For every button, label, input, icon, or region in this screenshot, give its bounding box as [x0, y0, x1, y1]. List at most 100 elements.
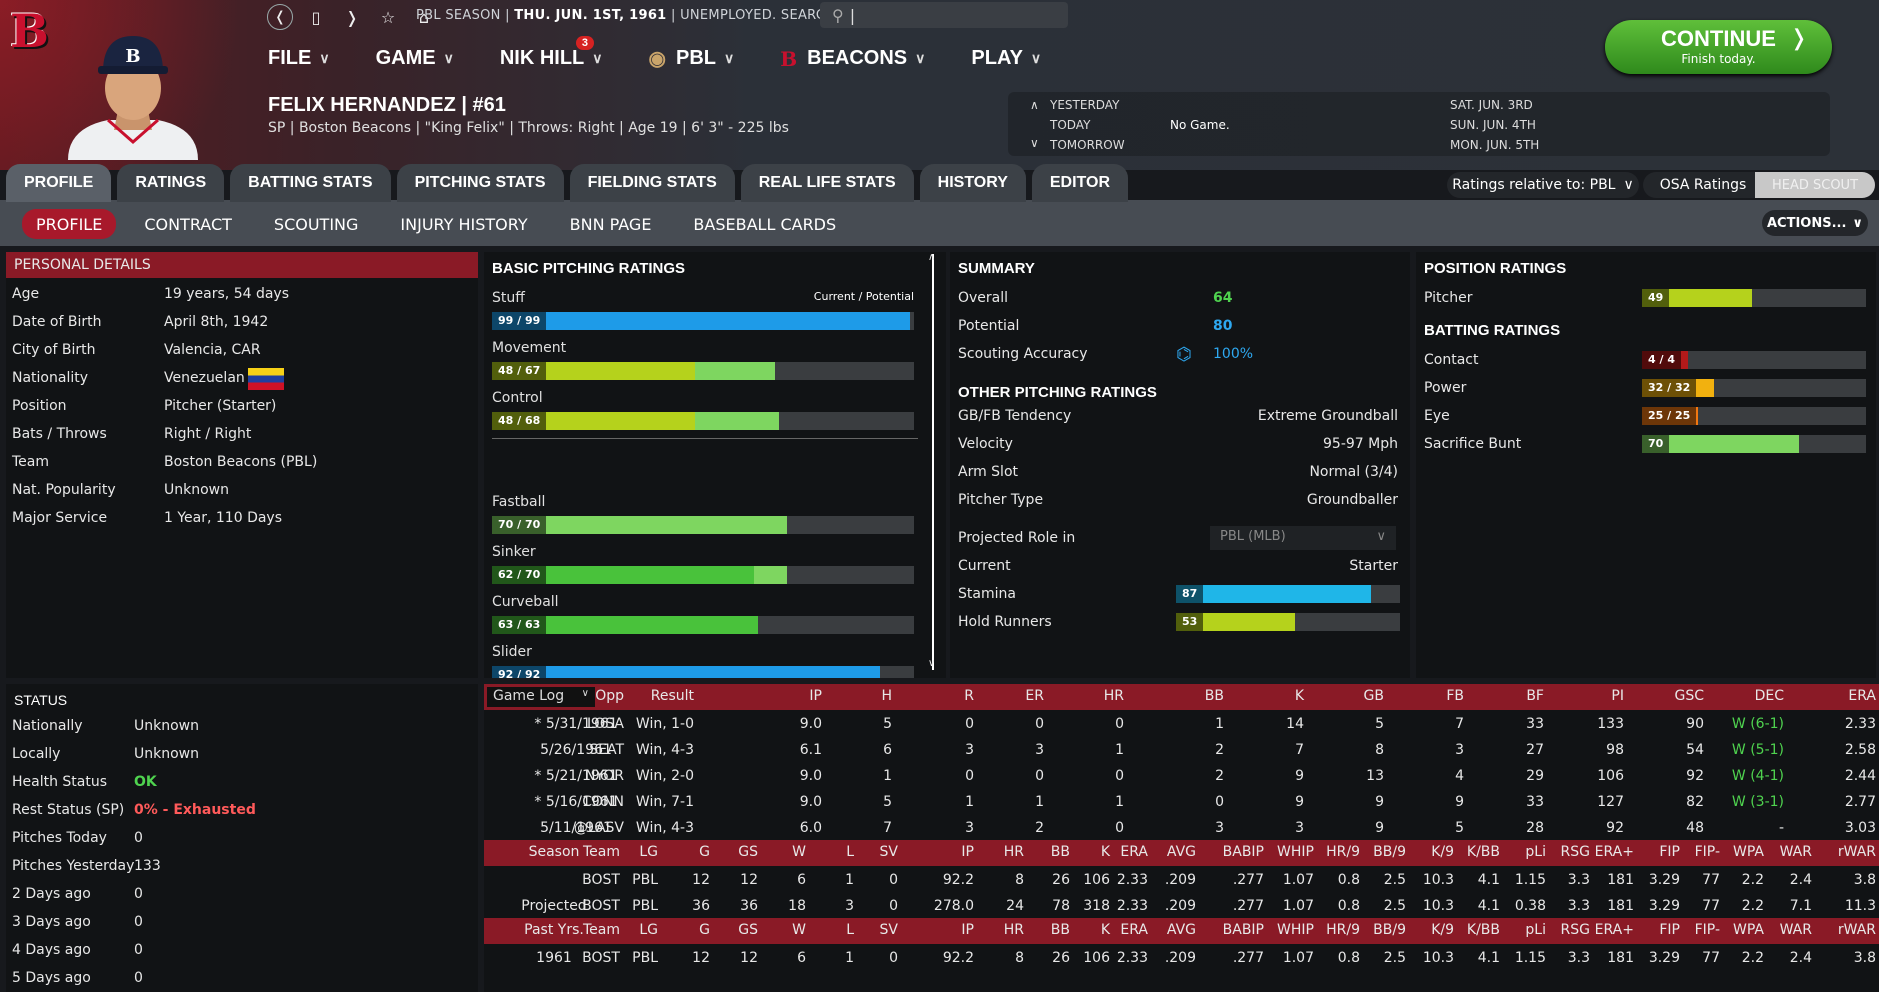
season-column-header[interactable]: AVG: [1166, 844, 1196, 860]
season-column-header[interactable]: WHIP: [1277, 844, 1314, 860]
season-column-header[interactable]: pLi: [1525, 844, 1546, 860]
season-column-header[interactable]: W: [792, 922, 806, 938]
game-date[interactable]: * 5/21/1961: [534, 768, 618, 784]
subtab-baseball-cards[interactable]: BASEBALL CARDS: [693, 214, 837, 234]
season-column-header[interactable]: BB/9: [1373, 844, 1406, 860]
season-column-header[interactable]: Past Yrs.: [524, 922, 584, 938]
season-column-header[interactable]: rWAR: [1837, 844, 1876, 860]
season-column-header[interactable]: SV: [879, 922, 898, 938]
season-column-header[interactable]: G: [699, 922, 710, 938]
detail-value[interactable]: Boston Beacons (PBL): [164, 454, 318, 470]
tab-real-life-stats[interactable]: REAL LIFE STATS: [740, 164, 914, 202]
game-log-column-header[interactable]: GB: [1363, 688, 1384, 704]
game-date[interactable]: * 5/16/1961: [534, 794, 618, 810]
game-log-column-header[interactable]: PI: [1611, 688, 1624, 704]
season-column-header[interactable]: LG: [639, 844, 658, 860]
season-column-header[interactable]: LG: [639, 922, 658, 938]
season-column-header[interactable]: ERA: [1120, 922, 1148, 938]
game-log-column-header[interactable]: BF: [1526, 688, 1544, 704]
season-column-header[interactable]: WHIP: [1277, 922, 1314, 938]
team-logo-icon[interactable]: B: [10, 4, 49, 58]
osa-ratings-toggle[interactable]: OSA Ratings: [1643, 172, 1763, 198]
scroll-down-icon[interactable]: ∨: [928, 658, 936, 669]
game-log-column-header[interactable]: FB: [1446, 688, 1464, 704]
season-column-header[interactable]: BB/9: [1373, 922, 1406, 938]
game-log-column-header[interactable]: ER: [1025, 688, 1044, 704]
scroll-up-icon[interactable]: ∧: [928, 252, 936, 263]
season-column-header[interactable]: WAR: [1779, 922, 1812, 938]
season-column-header[interactable]: RSG: [1560, 922, 1590, 938]
subtab-bnn-page[interactable]: BNN PAGE: [569, 214, 652, 234]
tab-batting-stats[interactable]: BATTING STATS: [230, 164, 391, 202]
scrollbar[interactable]: [932, 254, 934, 670]
tab-history[interactable]: HISTORY: [919, 164, 1026, 202]
season-column-header[interactable]: Team: [582, 844, 620, 860]
game-log-cell[interactable]: SEAT: [589, 742, 624, 758]
season-column-header[interactable]: Team: [582, 922, 620, 938]
tab-pitching-stats[interactable]: PITCHING STATS: [396, 164, 564, 202]
chevron-down-icon[interactable]: ∨: [1030, 136, 1039, 150]
season-column-header[interactable]: K: [1100, 844, 1110, 860]
menu-play[interactable]: PLAY ∨: [971, 46, 1041, 71]
schedule-day[interactable]: SUN. JUN. 4TH: [1450, 118, 1536, 132]
tab-fielding-stats[interactable]: FIELDING STATS: [569, 164, 735, 202]
chevron-up-icon[interactable]: ∧: [1030, 98, 1039, 112]
back-icon[interactable]: ❬: [267, 4, 293, 30]
game-log-column-header[interactable]: HR: [1103, 688, 1124, 704]
menu-nik-hill[interactable]: NIK HILL ∨ 3: [500, 36, 603, 71]
season-column-header[interactable]: FIP-: [1694, 844, 1720, 860]
season-column-header[interactable]: L: [846, 922, 854, 938]
game-log-column-header[interactable]: R: [964, 688, 974, 704]
game-date[interactable]: 5/26/1961: [540, 742, 612, 758]
season-column-header[interactable]: K/9: [1431, 844, 1454, 860]
season-column-header[interactable]: WAR: [1779, 844, 1812, 860]
continue-button[interactable]: CONTINUE Finish today. ❭: [1605, 20, 1832, 74]
season-column-header[interactable]: BB: [1050, 922, 1070, 938]
season-column-header[interactable]: HR: [1003, 844, 1024, 860]
season-column-header[interactable]: FIP: [1659, 844, 1680, 860]
ratings-relative-select[interactable]: Ratings relative to: PBL ∨: [1447, 172, 1639, 198]
star-icon[interactable]: ☆: [380, 7, 396, 27]
window-icon[interactable]: ▯: [311, 7, 321, 27]
game-log-column-header[interactable]: GSC: [1674, 688, 1704, 704]
season-column-header[interactable]: W: [792, 844, 806, 860]
season-column-header[interactable]: SV: [879, 844, 898, 860]
season-column-header[interactable]: pLi: [1525, 922, 1546, 938]
game-log-column-header[interactable]: ERA: [1848, 688, 1876, 704]
season-column-header[interactable]: IP: [961, 844, 974, 860]
season-column-header[interactable]: WPA: [1733, 844, 1764, 860]
game-date[interactable]: 5/11/1961: [540, 820, 612, 836]
game-log-column-header[interactable]: IP: [809, 688, 822, 704]
season-column-header[interactable]: Season: [528, 844, 580, 860]
game-date[interactable]: * 5/31/1961: [534, 716, 618, 732]
season-column-header[interactable]: IP: [961, 922, 974, 938]
game-log-cell[interactable]: @LASV: [573, 820, 624, 836]
game-log-column-header[interactable]: Opp: [595, 688, 624, 704]
subtab-injury-history[interactable]: INJURY HISTORY: [400, 214, 528, 234]
season-column-header[interactable]: rWAR: [1837, 922, 1876, 938]
season-column-header[interactable]: K/9: [1431, 922, 1454, 938]
tab-ratings[interactable]: RATINGS: [117, 164, 225, 202]
season-column-header[interactable]: WPA: [1733, 922, 1764, 938]
game-log-column-header[interactable]: BB: [1204, 688, 1224, 704]
season-column-header[interactable]: HR: [1003, 922, 1024, 938]
season-column-header[interactable]: G: [699, 844, 710, 860]
game-log-column-header[interactable]: DEC: [1754, 688, 1784, 704]
season-column-header[interactable]: K/BB: [1466, 922, 1500, 938]
menu-file[interactable]: FILE ∨: [268, 46, 330, 71]
season-column-header[interactable]: HR/9: [1326, 922, 1360, 938]
subtab-profile[interactable]: PROFILE: [22, 209, 117, 239]
season-column-header[interactable]: K: [1100, 922, 1110, 938]
season-column-header[interactable]: HR/9: [1326, 844, 1360, 860]
tab-editor[interactable]: EDITOR: [1031, 164, 1129, 202]
season-column-header[interactable]: BABIP: [1222, 844, 1264, 860]
game-log-cell[interactable]: LOSA: [586, 716, 624, 732]
game-log-column-header[interactable]: Result: [650, 688, 694, 704]
game-log-cell[interactable]: CONN: [582, 794, 624, 810]
season-column-header[interactable]: AVG: [1166, 922, 1196, 938]
season-column-header[interactable]: BABIP: [1222, 922, 1264, 938]
season-column-header[interactable]: K/BB: [1466, 844, 1500, 860]
subtab-contract[interactable]: CONTRACT: [144, 214, 232, 234]
season-column-header[interactable]: ERA+: [1594, 844, 1634, 860]
actions-button[interactable]: ACTIONS... ∨: [1762, 210, 1868, 236]
